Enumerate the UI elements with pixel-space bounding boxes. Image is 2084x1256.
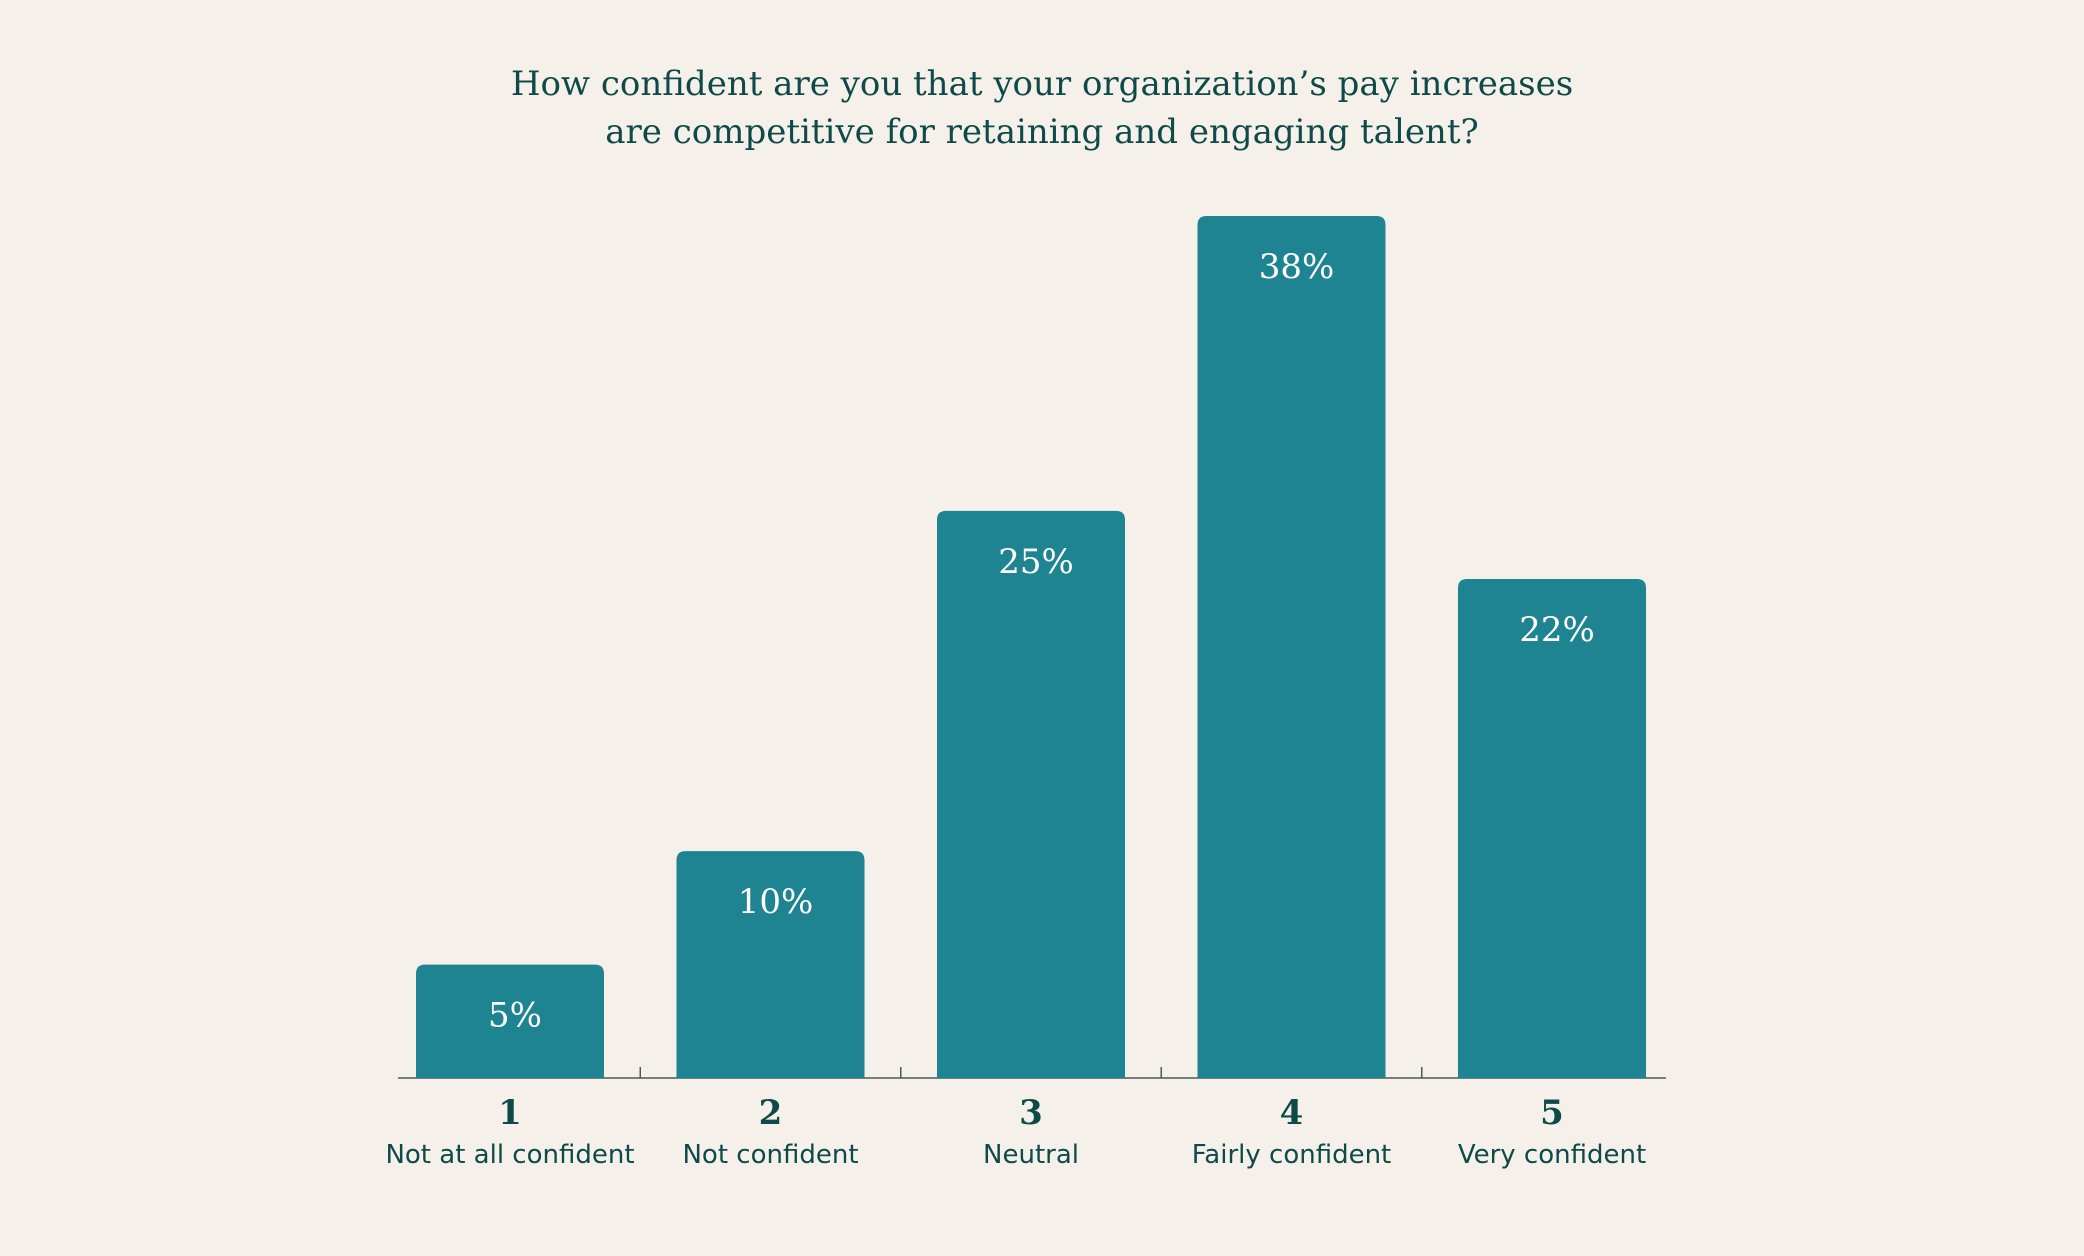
bar-3 [937, 510, 1125, 1078]
data-label-3: 25% [998, 542, 1074, 582]
chart-title-line-1: How confident are you that your organiza… [510, 64, 1574, 104]
x-tick-label-3: 3 [1019, 1093, 1043, 1133]
bar-1 [416, 964, 604, 1078]
x-category-label-2: Not confident [682, 1140, 858, 1170]
x-tick-label-4: 4 [1280, 1093, 1304, 1133]
data-label-2: 10% [738, 882, 814, 922]
chart-title: How confident are you that your organiza… [0, 60, 2084, 156]
bar-5 [1458, 578, 1646, 1078]
x-category-label-5: Very confident [1458, 1140, 1646, 1170]
x-tick-label-1: 1 [498, 1093, 522, 1133]
x-tick-label-5: 5 [1540, 1093, 1564, 1133]
bar-4 [1197, 216, 1386, 1078]
chart-title-line-2: are competitive for retaining and engagi… [605, 112, 1479, 152]
x-category-label-3: Neutral [983, 1140, 1079, 1170]
data-label-5: 22% [1519, 610, 1595, 650]
x-category-label-1: Not at all confident [385, 1140, 634, 1170]
data-label-4: 38% [1259, 247, 1335, 287]
data-label-1: 5% [488, 996, 542, 1036]
bar-2 [676, 851, 865, 1078]
x-tick-label-2: 2 [759, 1093, 783, 1133]
x-category-label-4: Fairly confident [1192, 1140, 1392, 1170]
